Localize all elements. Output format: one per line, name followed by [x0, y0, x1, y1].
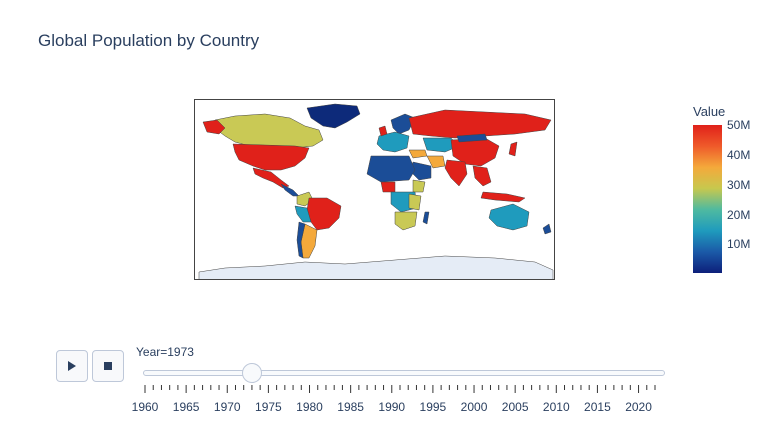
year-slider-track[interactable] [143, 370, 665, 376]
slider-year-label[interactable]: 1980 [296, 400, 323, 414]
page-title: Global Population by Country [38, 31, 260, 50]
region-japan[interactable] [508, 141, 518, 157]
slider-year-label[interactable]: 2020 [625, 400, 652, 414]
slider-year-label[interactable]: 2000 [460, 400, 488, 414]
region-australia[interactable] [488, 203, 530, 231]
slider-year-label[interactable]: 1960 [131, 400, 159, 414]
slider-year-label[interactable]: 1990 [378, 400, 406, 414]
region-antarctica[interactable] [198, 255, 554, 280]
colorbar-gradient [693, 125, 722, 273]
slider-year-label[interactable]: 1985 [337, 400, 364, 414]
world-map[interactable] [195, 100, 555, 280]
region-central-america[interactable] [280, 183, 300, 197]
region-ethiopia[interactable] [412, 179, 426, 193]
region-north-africa[interactable] [366, 155, 416, 183]
slider-year-label[interactable]: 1975 [255, 400, 282, 414]
region-iran[interactable] [426, 155, 446, 169]
slider-year-label[interactable]: 1995 [419, 400, 447, 414]
colorbar-title: Value [693, 104, 726, 119]
region-mexico[interactable] [252, 167, 290, 189]
region-chile[interactable] [296, 221, 306, 259]
region-peru[interactable] [294, 205, 312, 223]
play-button[interactable] [56, 350, 88, 382]
choropleth-map[interactable] [194, 99, 555, 280]
region-uk[interactable] [378, 125, 388, 137]
region-india[interactable] [444, 159, 468, 187]
slider-year-label[interactable]: 2005 [501, 400, 529, 414]
slider-year-label[interactable]: 2015 [584, 400, 611, 414]
region-alaska[interactable] [202, 119, 226, 135]
stop-icon [104, 362, 112, 370]
region-canada[interactable] [214, 113, 324, 149]
colorbar-tick: 30M [727, 178, 751, 192]
colorbar-tick: 10M [727, 237, 751, 251]
region-nigeria[interactable] [380, 181, 396, 193]
slider-year-label[interactable]: 1965 [172, 400, 200, 414]
region-western-europe[interactable] [376, 131, 410, 153]
play-icon [68, 361, 76, 371]
colorbar-tick: 50M [727, 118, 751, 132]
stop-button[interactable] [92, 350, 124, 382]
region-china[interactable] [450, 137, 500, 167]
slider-year-label[interactable]: 1970 [213, 400, 241, 414]
year-slider-handle[interactable] [241, 363, 262, 383]
region-east-africa[interactable] [408, 193, 422, 211]
region-brazil[interactable] [306, 197, 342, 231]
region-turkey[interactable] [408, 149, 428, 159]
region-usa[interactable] [232, 143, 310, 171]
region-madagascar[interactable] [422, 211, 430, 225]
region-indonesia[interactable] [480, 191, 526, 203]
slider-year-label[interactable]: 2010 [542, 400, 570, 414]
region-southern-africa[interactable] [394, 211, 418, 231]
colorbar-tick: 40M [727, 148, 751, 162]
region-mongolia[interactable] [456, 133, 488, 143]
region-greenland[interactable] [306, 103, 361, 129]
region-russia[interactable] [408, 109, 552, 139]
region-se-asia[interactable] [472, 165, 492, 187]
region-new-zealand[interactable] [542, 223, 552, 235]
colorbar-tick: 20M [727, 208, 751, 222]
slider-current-value: Year=1973 [136, 345, 194, 359]
